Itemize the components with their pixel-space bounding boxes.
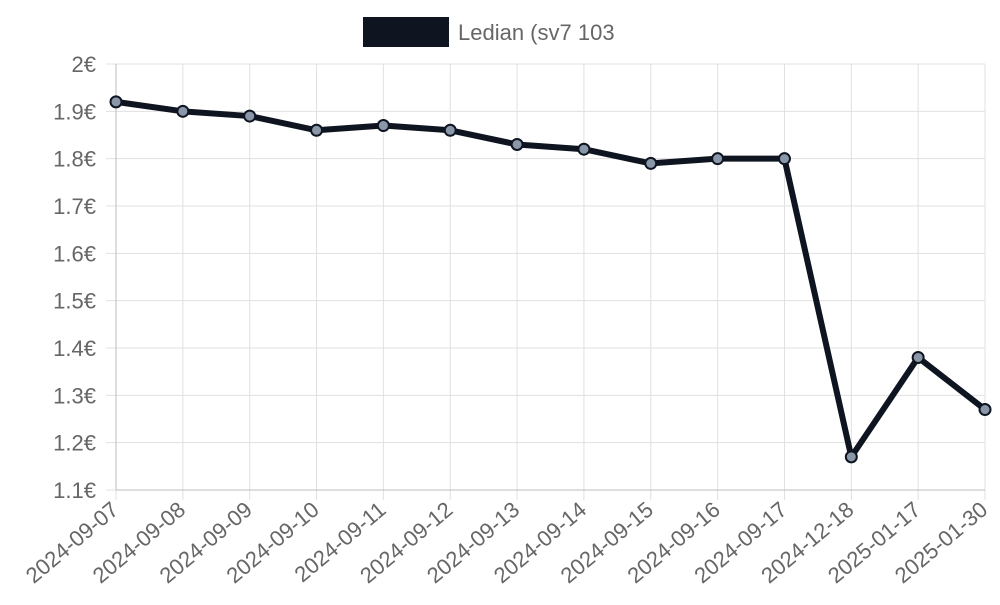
x-gridlines	[115, 64, 986, 500]
legend-label: Ledian (sv7 103	[458, 20, 615, 45]
y-tick-label: 1.8€	[53, 147, 96, 172]
data-point[interactable]	[376, 119, 390, 133]
y-tick-label: 1.4€	[53, 336, 96, 361]
data-point[interactable]	[844, 450, 858, 464]
data-point[interactable]	[711, 152, 725, 166]
legend-swatch	[363, 17, 449, 47]
series-line-group	[113, 98, 988, 460]
data-point[interactable]	[510, 137, 524, 151]
y-tick-label: 2€	[72, 52, 96, 77]
data-point[interactable]	[443, 123, 457, 137]
data-point[interactable]	[109, 95, 123, 109]
legend[interactable]: Ledian (sv7 103	[363, 17, 615, 47]
data-point[interactable]	[243, 109, 257, 123]
data-points	[109, 95, 992, 464]
data-point[interactable]	[310, 123, 324, 137]
y-gridlines	[106, 63, 985, 491]
axes	[115, 64, 985, 491]
data-point[interactable]	[577, 142, 591, 156]
y-tick-label: 1.2€	[53, 431, 96, 456]
y-tick-label: 1.1€	[53, 478, 96, 503]
y-tick-label: 1.9€	[53, 99, 96, 124]
x-axis-tick-labels: 2024-09-072024-09-082024-09-092024-09-10…	[21, 497, 992, 588]
data-point[interactable]	[176, 104, 190, 118]
y-tick-label: 1.7€	[53, 194, 96, 219]
series-line	[113, 98, 988, 460]
y-axis-tick-labels: 1.1€ 1.2€ 1.3€ 1.4€ 1.5€ 1.6€ 1.7€ 1.8€ 1.9€ 2€	[53, 52, 96, 503]
data-point[interactable]	[777, 152, 791, 166]
y-tick-label: 1.3€	[53, 383, 96, 408]
y-tick-label: 1.5€	[53, 289, 96, 314]
data-point[interactable]	[911, 350, 925, 364]
y-tick-label: 1.6€	[53, 241, 96, 266]
data-point[interactable]	[644, 156, 658, 170]
data-point[interactable]	[978, 403, 992, 417]
